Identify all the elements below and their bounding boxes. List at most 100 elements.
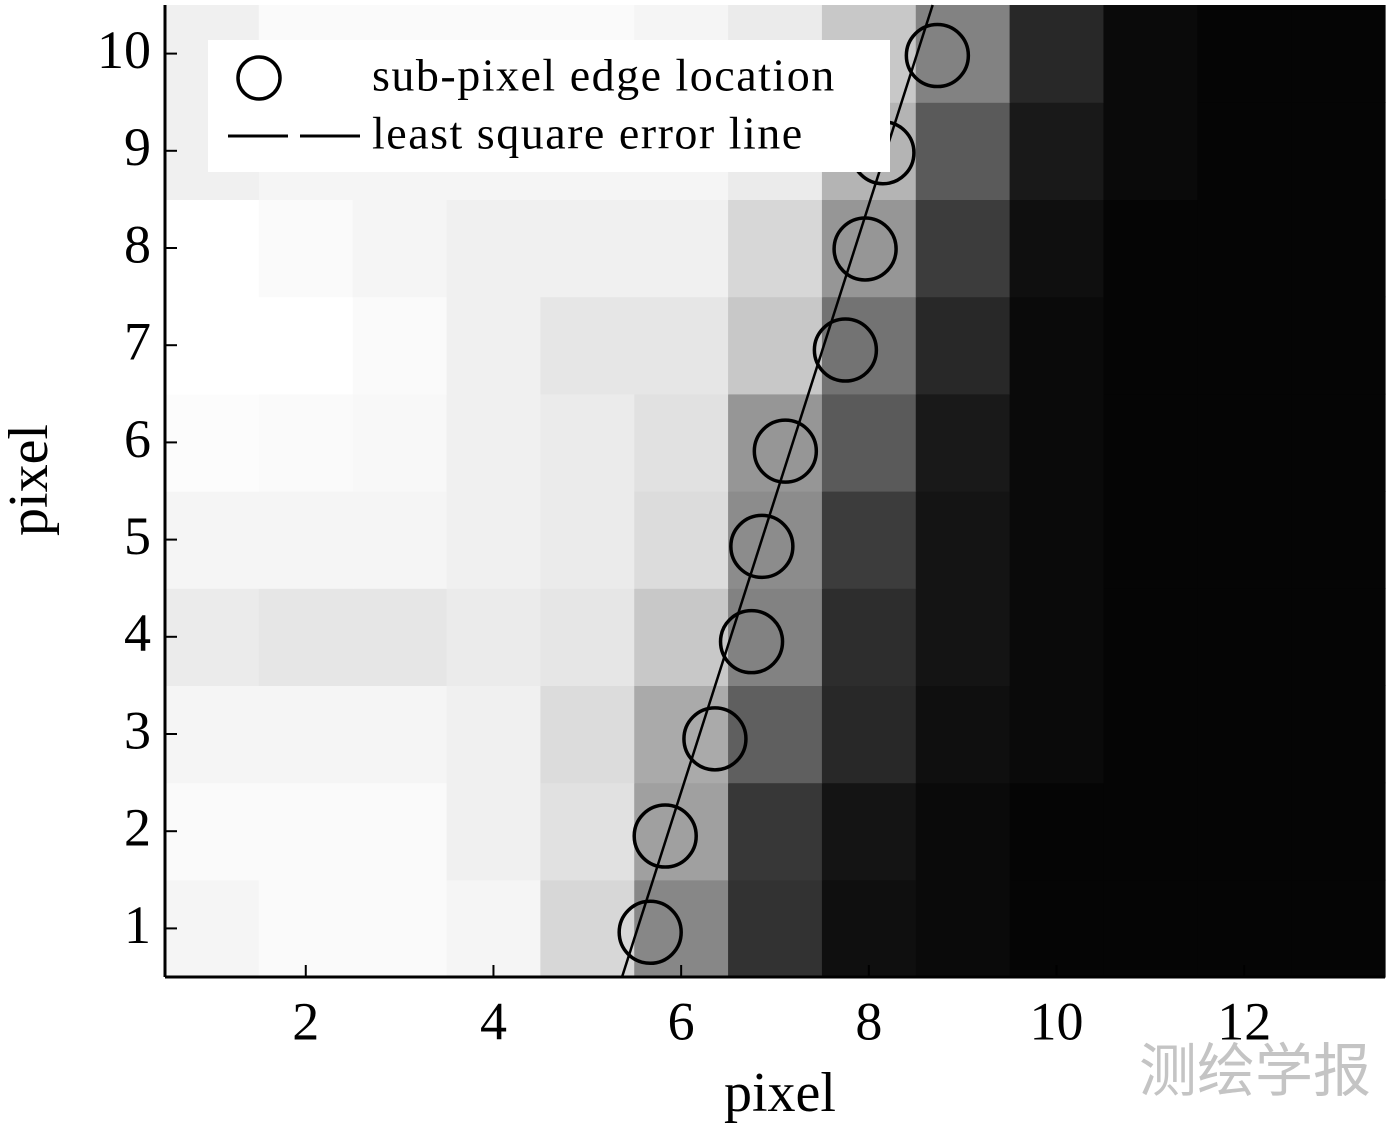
heatmap-cell bbox=[165, 393, 260, 492]
heatmap-cell bbox=[258, 782, 354, 881]
heatmap-cell bbox=[728, 296, 823, 395]
heatmap bbox=[165, 5, 1386, 978]
heatmap-cell bbox=[352, 199, 448, 298]
legend-label: least square error line bbox=[372, 108, 804, 159]
y-tick-label: 7 bbox=[124, 312, 151, 372]
heatmap-cell bbox=[1009, 296, 1105, 395]
x-tick-label: 2 bbox=[292, 991, 319, 1051]
heatmap-cell bbox=[352, 685, 448, 784]
heatmap-cell bbox=[1103, 879, 1198, 978]
heatmap-cell bbox=[821, 491, 917, 589]
heatmap-cell bbox=[1009, 5, 1105, 103]
x-tick-label: 4 bbox=[480, 991, 507, 1051]
heatmap-cell bbox=[352, 879, 448, 978]
heatmap-cell bbox=[352, 491, 448, 589]
heatmap-cell bbox=[165, 685, 260, 784]
heatmap-cell bbox=[540, 782, 635, 881]
marker bbox=[812, 317, 879, 383]
heatmap-cell bbox=[446, 782, 541, 881]
y-tick-label: 8 bbox=[124, 214, 151, 274]
heatmap-cell bbox=[1197, 5, 1292, 103]
y-tick-label: 6 bbox=[124, 409, 151, 469]
heatmap-cell bbox=[634, 588, 729, 686]
heatmap-cell bbox=[1009, 102, 1105, 200]
heatmap-cell bbox=[258, 685, 354, 784]
heatmap-cell bbox=[634, 685, 729, 784]
y-tick-label: 10 bbox=[97, 20, 151, 80]
x-axis-label: pixel bbox=[724, 1062, 836, 1124]
heatmap-cell bbox=[258, 588, 354, 686]
heatmap-cell bbox=[1103, 393, 1198, 492]
heatmap-cell bbox=[1103, 296, 1198, 395]
heatmap-cell bbox=[165, 782, 260, 881]
heatmap-cell bbox=[1291, 491, 1386, 589]
heatmap-cell bbox=[1197, 588, 1292, 686]
heatmap-cell bbox=[446, 685, 541, 784]
heatmap-cell bbox=[1103, 102, 1198, 200]
heatmap-cell bbox=[165, 588, 260, 686]
heatmap-cell bbox=[446, 393, 541, 492]
heatmap-cell bbox=[915, 102, 1011, 200]
heatmap-cell bbox=[1009, 199, 1105, 298]
heatmap-cell bbox=[165, 491, 260, 589]
x-tick-label: 8 bbox=[855, 991, 882, 1051]
heatmap-cell bbox=[915, 685, 1011, 784]
heatmap-cell bbox=[821, 296, 917, 395]
heatmap-cell bbox=[1291, 102, 1386, 200]
heatmap-cell bbox=[258, 296, 354, 395]
heatmap-cell bbox=[352, 296, 448, 395]
heatmap-cell bbox=[1009, 879, 1105, 978]
heatmap-cell bbox=[258, 393, 354, 492]
marker bbox=[632, 803, 698, 869]
y-tick-label: 1 bbox=[124, 895, 151, 955]
heatmap-cell bbox=[821, 879, 917, 978]
heatmap-cell bbox=[1009, 491, 1105, 589]
heatmap-cell bbox=[446, 491, 541, 589]
heatmap-cell bbox=[1009, 588, 1105, 686]
heatmap-cell bbox=[634, 393, 729, 492]
legend: sub-pixel edge location least square erro… bbox=[208, 40, 890, 172]
heatmap-cell bbox=[165, 296, 260, 395]
heatmap-cell bbox=[1103, 5, 1198, 103]
heatmap-cell bbox=[1103, 199, 1198, 298]
heatmap-cell bbox=[1103, 782, 1198, 881]
heatmap-cell bbox=[540, 296, 635, 395]
heatmap-cell bbox=[352, 782, 448, 881]
heatmap-cell bbox=[634, 296, 729, 395]
marker bbox=[617, 899, 683, 966]
watermark: 测绘学报 bbox=[1139, 1037, 1371, 1105]
marker bbox=[904, 22, 971, 89]
heatmap-cell bbox=[1291, 296, 1386, 395]
heatmap-cell bbox=[446, 879, 541, 978]
heatmap-cell bbox=[258, 879, 354, 978]
x-tick-label: 10 bbox=[1030, 991, 1084, 1051]
heatmap-cell bbox=[728, 685, 823, 784]
heatmap-cell bbox=[258, 199, 354, 298]
legend-box bbox=[208, 40, 890, 172]
heatmap-cell bbox=[540, 199, 635, 298]
heatmap-cell bbox=[1291, 685, 1386, 784]
heatmap-cell bbox=[915, 5, 1011, 103]
heatmap-cell bbox=[1197, 491, 1292, 589]
heatmap-cell bbox=[634, 782, 729, 881]
heatmap-cell bbox=[1197, 393, 1292, 492]
heatmap-cell bbox=[540, 491, 635, 589]
heatmap-cell bbox=[1291, 393, 1386, 492]
heatmap-cell bbox=[915, 782, 1011, 881]
heatmap-cell bbox=[540, 393, 635, 492]
heatmap-cell bbox=[1103, 588, 1198, 686]
y-tick-label: 5 bbox=[124, 506, 151, 566]
heatmap-cell bbox=[540, 588, 635, 686]
heatmap-cell bbox=[728, 199, 823, 298]
heatmap-cell bbox=[165, 199, 260, 298]
heatmap-cell bbox=[821, 782, 917, 881]
heatmap-cell bbox=[1009, 782, 1105, 881]
y-tick-label: 4 bbox=[124, 603, 151, 663]
heatmap-cell bbox=[728, 588, 823, 686]
heatmap-cell bbox=[1197, 296, 1292, 395]
heatmap-cell bbox=[1291, 782, 1386, 881]
heatmap-cell bbox=[446, 588, 541, 686]
marker bbox=[729, 513, 795, 580]
heatmap-cell bbox=[915, 199, 1011, 298]
heatmap-cell bbox=[1291, 5, 1386, 103]
